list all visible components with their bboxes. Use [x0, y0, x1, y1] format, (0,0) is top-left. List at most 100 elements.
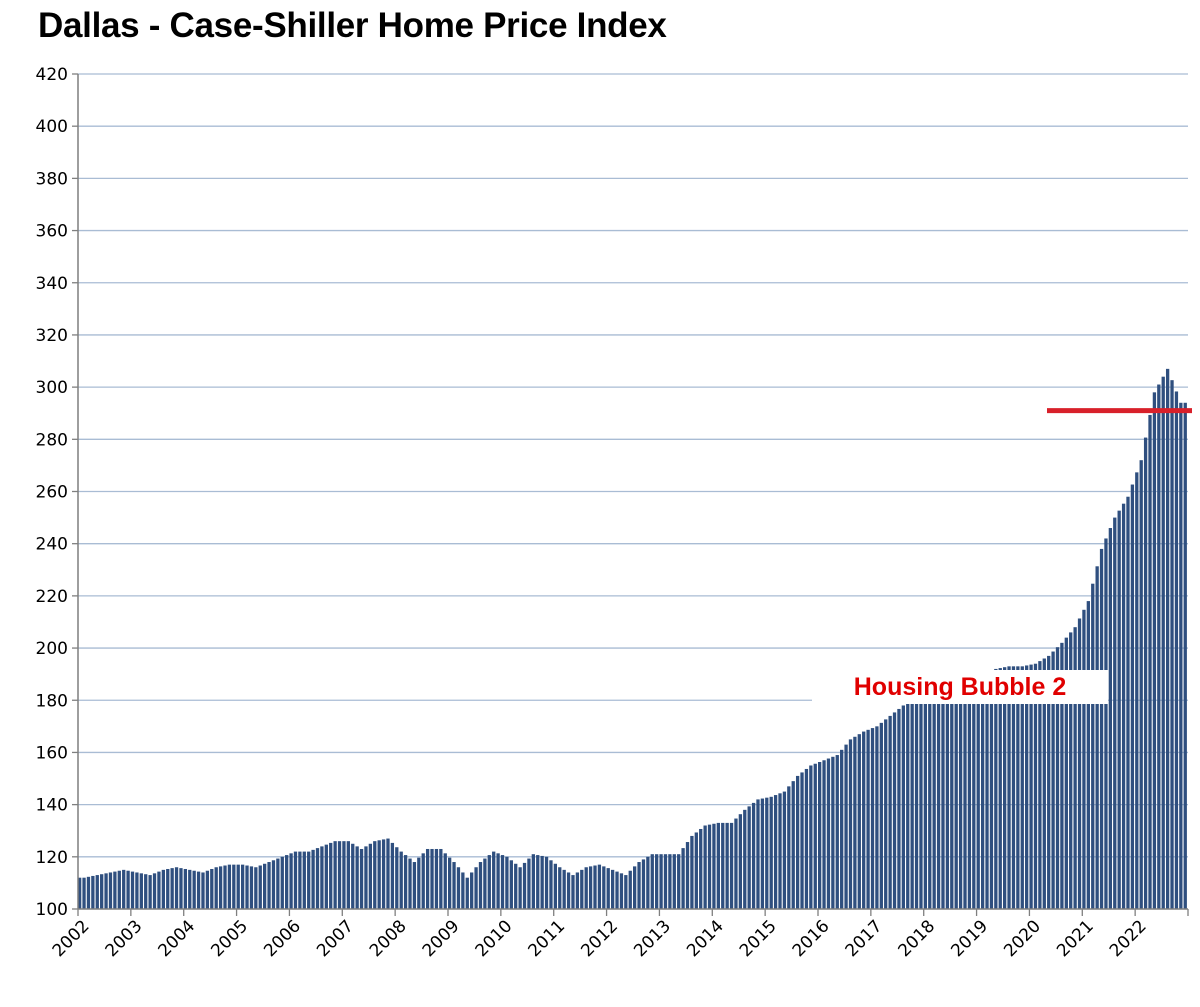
bar-2002-m4	[91, 875, 95, 909]
bar-2013-m11	[703, 825, 707, 909]
bar-2009-m1	[448, 857, 452, 909]
bar-2018-m7	[950, 684, 954, 909]
bar-2011-m9	[588, 866, 593, 909]
bar-2018-m4	[936, 692, 941, 909]
bar-2014-m3	[721, 822, 725, 909]
bar-2020-m5	[1047, 655, 1051, 909]
bar-2005-m9	[271, 860, 276, 909]
bar-2009-m3	[456, 867, 461, 909]
bar-2016-m2	[822, 760, 826, 909]
bar-2005-m6	[258, 865, 262, 909]
bar-2017-m8	[901, 705, 905, 909]
x-tick-label-2018: 2018	[895, 916, 940, 961]
y-tick-label-420: 420	[36, 65, 68, 85]
bar-2016-m7	[844, 744, 848, 909]
bar-2003-m10	[170, 868, 174, 909]
bar-2017-m3	[879, 722, 883, 909]
bar-2020-m8	[1060, 642, 1064, 909]
x-tick-label-2013: 2013	[630, 916, 675, 961]
bar-2011-m7	[580, 869, 584, 909]
bar-2003-m3	[139, 873, 143, 909]
x-tick-label-2014: 2014	[683, 916, 728, 961]
y-tick-label-380: 380	[36, 169, 68, 189]
bar-2013-m10	[699, 828, 703, 909]
bar-2015-m11	[809, 765, 813, 909]
bar-2014-m1	[712, 823, 716, 909]
bar-2021-m1	[1082, 609, 1086, 909]
bar-2022-m1	[1135, 472, 1139, 909]
bar-2014-m4	[725, 822, 729, 909]
bar-2009-m9	[483, 858, 487, 909]
bar-2002-m10	[117, 870, 121, 909]
x-tick-label-2010: 2010	[472, 916, 517, 961]
bar-2022-m10	[1174, 391, 1179, 910]
bar-2020-m2	[1033, 663, 1038, 909]
bar-2005-m7	[263, 863, 267, 909]
bar-2002-m6	[100, 874, 104, 909]
bar-2007-m5	[359, 848, 364, 909]
chart-title: Dallas - Case-Shiller Home Price Index	[38, 6, 667, 45]
bar-2015-m6	[787, 786, 791, 909]
bar-2015-m8	[795, 775, 800, 909]
bar-2011-m3	[562, 869, 566, 909]
bar-2011-m11	[597, 864, 602, 909]
bar-2007-m12	[390, 842, 395, 909]
bar-2010-m9	[536, 855, 540, 909]
bar-2007-m2	[346, 841, 350, 909]
bar-2013-m7	[685, 842, 690, 909]
bar-2005-m1	[236, 864, 240, 909]
bar-2008-m7	[421, 853, 425, 909]
x-tick-label-2012: 2012	[577, 916, 622, 961]
bar-2008-m1	[395, 847, 399, 909]
bar-2012-m11	[650, 854, 654, 909]
bar-2002-m3	[86, 876, 91, 909]
bar-2019-m9	[1011, 666, 1016, 909]
bar-2009-m4	[461, 872, 465, 909]
y-tick-label-300: 300	[36, 378, 68, 398]
bar-2014-m2	[716, 822, 720, 909]
x-tick-label-2016: 2016	[789, 916, 834, 961]
bar-2020-m7	[1055, 647, 1060, 909]
bar-2007-m9	[377, 840, 381, 909]
bar-2004-m2	[188, 869, 192, 909]
bar-2019-m3	[985, 672, 989, 909]
bar-2003-m9	[166, 868, 170, 909]
bar-2014-m5	[729, 822, 734, 909]
y-tick-label-340: 340	[36, 274, 68, 294]
bar-2015-m4	[778, 793, 782, 909]
bar-2012-m3	[615, 871, 619, 909]
bar-2017-m4	[884, 719, 888, 909]
bar-2010-m7	[527, 858, 531, 909]
bar-2011-m2	[558, 867, 562, 909]
bar-2004-m4	[196, 871, 201, 909]
bar-2020-m6	[1051, 651, 1055, 909]
bar-2013-m1	[659, 854, 663, 909]
bar-2010-m4	[514, 863, 518, 909]
bar-2003-m12	[179, 868, 183, 909]
x-tick-labels: 2002 2003 2004 2005 2006 2007 2008 2009 2010 2011…	[49, 916, 1151, 961]
bar-2010-m2	[505, 856, 509, 909]
y-tick-label-140: 140	[36, 796, 68, 816]
bar-2009-m6	[470, 872, 474, 909]
x-tick-label-2020: 2020	[1000, 916, 1045, 961]
bar-2022-m3	[1143, 437, 1148, 909]
bar-2018-m12	[972, 675, 976, 909]
bar-2015-m9	[800, 772, 804, 909]
bar-2021-m7	[1108, 528, 1113, 909]
bar-2016-m9	[853, 736, 857, 909]
bar-2007-m6	[364, 846, 368, 910]
bar-2020-m10	[1069, 632, 1073, 909]
bar-2019-m1	[976, 675, 980, 909]
bar-2022-m12	[1183, 402, 1187, 909]
bar-2019-m5	[994, 668, 998, 909]
annotation-housing-bubble-2: Housing Bubble 2	[812, 670, 1108, 704]
bar-2017-m1	[870, 728, 875, 909]
bar-2012-m10	[646, 856, 650, 909]
x-tick-label-2005: 2005	[207, 916, 252, 961]
bar-2018-m5	[941, 689, 945, 909]
bar-2020-m11	[1073, 627, 1077, 909]
bar-2011-m6	[575, 872, 580, 909]
bar-2006-m6	[311, 849, 315, 909]
bar-2013-m9	[694, 832, 698, 909]
bar-2013-m12	[707, 824, 712, 909]
